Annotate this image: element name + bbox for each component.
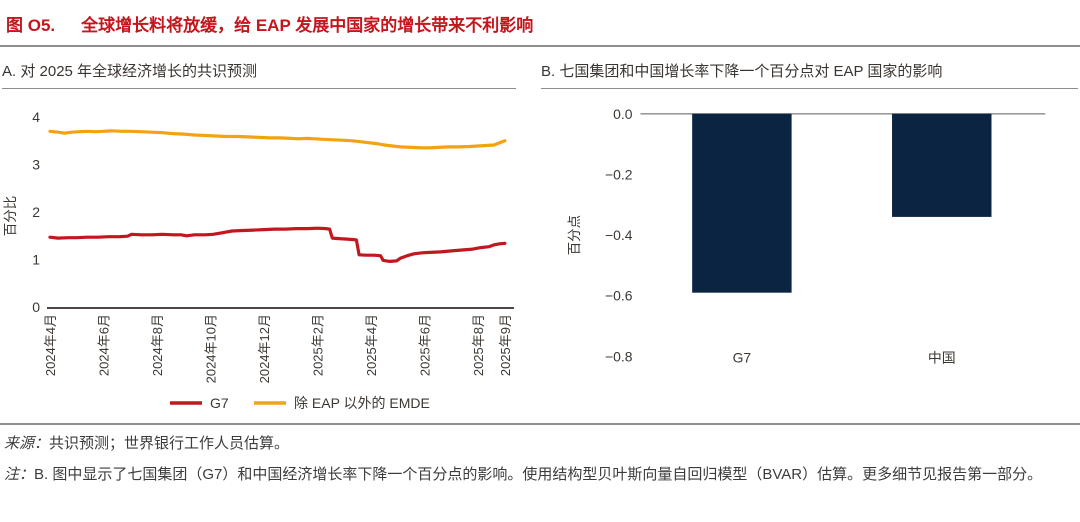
- svg-text:除 EAP 以外的 EMDE: 除 EAP 以外的 EMDE: [294, 395, 430, 411]
- svg-text:0: 0: [32, 299, 40, 315]
- source-text: 共识预测；世界银行工作人员估算。: [49, 435, 290, 452]
- svg-text:2025年8月: 2025年8月: [471, 314, 486, 376]
- panel-a-title: A. 对 2025 年全球经济增长的共识预测: [2, 51, 516, 89]
- svg-text:1: 1: [32, 252, 40, 268]
- panel-b-title: B. 七国集团和中国增长率下降一个百分点对 EAP 国家的影响: [541, 51, 1078, 89]
- panel-a: A. 对 2025 年全球经济增长的共识预测 0 1 2 3 4 百分比 2024年4月 20…: [2, 51, 516, 421]
- svg-text:2024年4月: 2024年4月: [43, 314, 58, 376]
- svg-text:−0.4: −0.4: [605, 227, 633, 243]
- svg-text:百分比: 百分比: [3, 196, 18, 237]
- svg-text:2024年8月: 2024年8月: [150, 314, 165, 376]
- svg-text:2025年6月: 2025年6月: [418, 314, 433, 376]
- svg-text:2025年9月: 2025年9月: [498, 314, 513, 376]
- svg-text:2024年12月: 2024年12月: [257, 314, 272, 383]
- svg-text:2025年2月: 2025年2月: [311, 314, 326, 376]
- note-text: B. 图中显示了七国集团（G7）和中国经济增长率下降一个百分点的影响。使用结构型…: [34, 466, 1043, 483]
- figure-header: 图 O5. 全球增长料将放缓，给 EAP 发展中国家的增长带来不利影响: [0, 0, 1080, 36]
- svg-text:G7: G7: [210, 395, 229, 411]
- svg-text:2025年4月: 2025年4月: [364, 314, 379, 376]
- footer-notes: 来源：共识预测；世界银行工作人员估算。 注：B. 图中显示了七国集团（G7）和中…: [0, 432, 1080, 491]
- figure-title: 全球增长料将放缓，给 EAP 发展中国家的增长带来不利影响: [81, 16, 534, 35]
- svg-text:−0.6: −0.6: [605, 288, 633, 304]
- svg-text:2: 2: [32, 204, 40, 220]
- panels-row: A. 对 2025 年全球经济增长的共识预测 0 1 2 3 4 百分比 2024年4月 20…: [0, 51, 1080, 421]
- header-rule: [0, 45, 1080, 47]
- svg-text:2024年10月: 2024年10月: [204, 314, 219, 383]
- panel-b: B. 七国集团和中国增长率下降一个百分点对 EAP 国家的影响 0.0 −0.2 −…: [541, 51, 1078, 421]
- svg-text:2024年6月: 2024年6月: [97, 314, 112, 376]
- svg-text:G7: G7: [733, 349, 752, 365]
- svg-text:中国: 中国: [928, 349, 956, 365]
- source-line: 来源：共识预测；世界银行工作人员估算。: [4, 432, 1076, 453]
- svg-text:4: 4: [32, 109, 40, 125]
- svg-text:−0.2: −0.2: [605, 166, 633, 182]
- source-label: 来源：: [4, 435, 50, 452]
- line-chart: 0 1 2 3 4 百分比 2024年4月 2024年6月 2024年8月 2024年10月 202…: [3, 109, 514, 411]
- svg-text:3: 3: [32, 157, 40, 173]
- note-label: 注：: [4, 466, 35, 483]
- footer-rule: [0, 423, 1080, 425]
- svg-text:0.0: 0.0: [613, 106, 633, 122]
- bar-chart: 0.0 −0.2 −0.4 −0.6 −0.8 百分点 G7 中国: [567, 106, 1046, 365]
- svg-text:−0.8: −0.8: [605, 348, 633, 364]
- svg-text:百分点: 百分点: [567, 215, 582, 255]
- note-line: 注：B. 图中显示了七国集团（G7）和中国经济增长率下降一个百分点的影响。使用结…: [4, 459, 1076, 491]
- figure-label: 图 O5.: [6, 16, 56, 35]
